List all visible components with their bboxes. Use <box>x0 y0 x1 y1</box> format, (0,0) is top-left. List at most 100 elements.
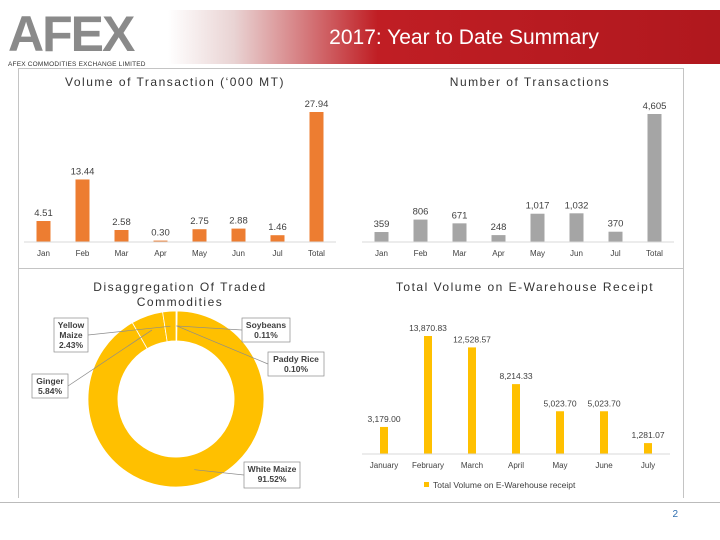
bar <box>512 384 520 454</box>
transactions-chart-title: Number of Transactions <box>449 75 611 89</box>
tick-label: Jan <box>37 249 50 258</box>
callout-box <box>243 461 301 489</box>
callout-leader <box>176 325 243 331</box>
slice-label: 2.43% <box>59 340 84 350</box>
data-label: 806 <box>413 207 429 218</box>
data-label: 2.88 <box>229 216 248 227</box>
bar <box>644 443 652 454</box>
left-divider <box>18 68 19 498</box>
bar <box>424 336 432 454</box>
bar <box>468 347 476 454</box>
tick-label: May <box>530 249 545 258</box>
ewarehouse-bar-chart: 3,179.00 January 13,870.83 February 12,528.5… <box>362 323 670 490</box>
data-label: 4,605 <box>643 101 667 112</box>
tick-label: June <box>595 461 613 470</box>
tick-label: February <box>412 461 444 470</box>
data-label: 5,023.70 <box>543 398 576 408</box>
bar <box>231 228 246 242</box>
slice-label: 5.84% <box>38 386 63 396</box>
callout-leader <box>67 329 153 387</box>
data-label: 3,179.00 <box>367 414 400 424</box>
data-label: 0.30 <box>151 228 170 239</box>
slice-label: 0.11% <box>254 330 278 340</box>
bar <box>600 411 608 454</box>
page-number: 2 <box>672 509 678 520</box>
bar <box>192 229 207 242</box>
bar <box>530 213 545 242</box>
afex-logo: AFEX AFEX COMMODITIES EXCHANGE LIMITED <box>6 8 166 70</box>
page-title: 2017: Year to Date Summary <box>329 26 599 49</box>
bar <box>75 179 90 242</box>
tick-label: Total <box>646 249 663 258</box>
data-label: 13.44 <box>71 166 95 177</box>
bar <box>452 223 467 242</box>
data-label: 8,214.33 <box>499 371 532 381</box>
data-label: 4.51 <box>34 208 53 219</box>
bar <box>153 240 168 242</box>
data-label: 2.58 <box>112 217 131 228</box>
data-label: 5,023.70 <box>587 398 620 408</box>
legend-label: Total Volume on E-Warehouse receipt <box>433 480 576 490</box>
slice-label: Soybeans <box>246 320 286 330</box>
callout-box <box>241 317 291 343</box>
tick-label: Apr <box>154 249 167 258</box>
data-label: 359 <box>374 219 390 230</box>
footer-line <box>0 502 720 503</box>
tick-label: January <box>370 461 398 470</box>
callout-box <box>53 317 89 353</box>
slice-label: Paddy Rice <box>273 354 319 364</box>
slice-label: Ginger <box>36 376 64 386</box>
data-label: 671 <box>452 210 468 221</box>
volume-chart-title: Volume of Transaction (‘000 MT) <box>65 75 285 89</box>
bar <box>380 426 388 454</box>
data-label: 2.75 <box>190 216 209 227</box>
tick-label: Mar <box>453 249 467 258</box>
bar <box>36 221 51 242</box>
tick-label: Jul <box>272 249 282 258</box>
bar <box>647 114 662 242</box>
tick-label: Apr <box>492 249 505 258</box>
tick-label: Jan <box>375 249 388 258</box>
data-label: 1,017 <box>526 201 550 212</box>
tick-label: Jul <box>610 249 620 258</box>
tick-label: Feb <box>414 249 428 258</box>
right-divider <box>683 68 684 498</box>
header-banner: 2017: Year to Date Summary <box>168 10 720 64</box>
tick-label: May <box>552 461 567 470</box>
tick-label: May <box>192 249 207 258</box>
data-label: 13,870.83 <box>409 323 447 333</box>
disaggregation-chart-title: Disaggregation Of Traded Commodities <box>93 280 267 309</box>
bar <box>270 235 285 242</box>
volume-bar-chart: 4.51 Jan 13.44 Feb 2.58 Mar 0.30 Apr 2.75 May 2.88… <box>24 99 336 258</box>
data-label: 12,528.57 <box>453 334 491 344</box>
bar <box>413 219 428 242</box>
bar <box>491 235 506 242</box>
callout-box <box>31 373 69 399</box>
bar <box>374 232 389 242</box>
bar <box>556 411 564 454</box>
data-label: 370 <box>608 219 624 230</box>
data-label: 27.94 <box>305 99 329 110</box>
slice-label: White Maize <box>248 464 297 474</box>
tick-label: Feb <box>76 249 90 258</box>
bar <box>309 112 324 242</box>
data-label: 248 <box>491 222 507 233</box>
callout-leader <box>194 469 245 476</box>
tick-label: Jun <box>232 249 245 258</box>
tick-label: Jun <box>570 249 583 258</box>
slice-label: 0.10% <box>284 364 309 374</box>
bar <box>569 213 584 242</box>
callout-box <box>267 351 325 377</box>
data-label: 1,281.07 <box>631 430 664 440</box>
slice-label: Yellow <box>58 320 85 330</box>
top-divider <box>18 68 683 69</box>
tick-label: Mar <box>115 249 129 258</box>
transactions-bar-chart: 359 Jan 806 Feb 671 Mar 248 Apr 1,017 May 1,032 Jun… <box>362 101 674 258</box>
callout-leader <box>176 325 269 365</box>
logo-subtitle: AFEX COMMODITIES EXCHANGE LIMITED <box>8 61 146 68</box>
middle-divider <box>18 268 683 269</box>
callout-leader <box>87 325 171 336</box>
ewarehouse-chart-title: Total Volume on E-Warehouse Receipt <box>395 280 655 294</box>
legend-swatch <box>424 482 429 487</box>
